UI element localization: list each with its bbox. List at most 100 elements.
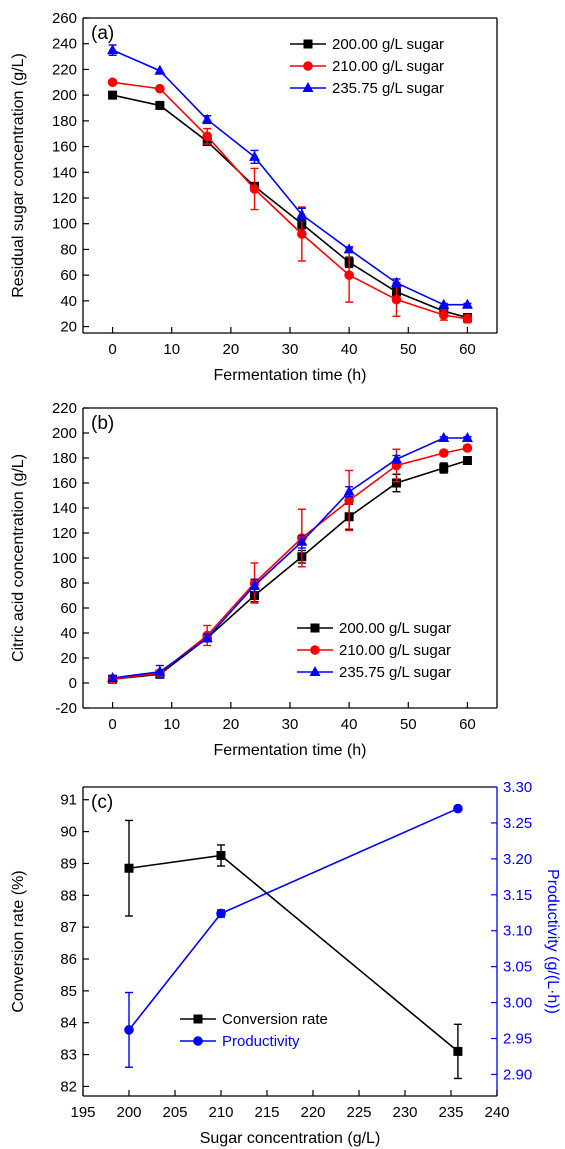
x-tick-label-a: 10 [163,341,180,358]
x-axis-label-b: Fermentation time (h) [214,742,367,759]
chart-panel-a: 0 10 20 30 40 50 60 20 40 60 80 100 120 140 160 180 200 2… [10,10,498,384]
x-tick-label-c: 200 [116,1104,141,1121]
data-point-b-2 [390,453,402,464]
y2-tick-label-c: 3.25 [503,815,532,832]
y2-tick-label-c: 3.10 [503,923,532,940]
data-point-a-1 [249,184,260,194]
x-tick-label-c: 195 [70,1104,95,1121]
legend-label-c-0: Conversion rate [222,1011,328,1028]
data-point-a-1 [438,310,449,320]
series-line-a-0 [112,94,468,319]
y2-tick-label-c: 3.15 [503,887,532,904]
x-tick-label-b: 20 [223,716,240,733]
data-point-a-1 [155,83,165,94]
legend-marker-a-2 [302,82,314,92]
x-tick-label-c: 210 [208,1104,233,1121]
legend-label-c-1: Productivity [222,1033,300,1050]
y-tick-label-a: 260 [52,10,77,27]
panel-label-b: (b) [91,413,114,434]
data-point-a-0 [108,90,118,100]
y-tick-label-b: 140 [52,500,77,517]
x-axis-label-c: Sugar concentration (g/L) [200,1130,381,1147]
y-tick-label-a: 80 [60,241,77,258]
y-tick-label-c: 82 [60,1078,77,1095]
legend-marker-a-0 [303,39,313,49]
x-tick-label-c: 215 [254,1104,279,1121]
chart-panel-c: 195 200 205 210 215 220 225 230 235 240 82 83 84 85 86… [10,779,561,1147]
chart-panel-b: 0 10 20 30 40 50 60 -20 0 20 40 60 80 100 120 140 160 180… [10,400,498,759]
series-a-2 [107,44,473,309]
y-tick-label-c: 87 [60,919,77,936]
data-point-b-2 [107,672,119,682]
data-point-a-1 [391,294,402,305]
y2-tick-label-c: 2.90 [503,1066,532,1083]
y-axis-label-c: Conversion rate (%) [10,870,27,1012]
legend-marker-c-1 [193,1036,203,1046]
x-tick-label-b: 50 [400,716,417,733]
x-tick-label-c: 235 [438,1104,463,1121]
data-point-c-1 [453,803,463,814]
legend-marker-b-1 [310,645,320,655]
y2-axis-label-c: Productivity (g/(L·h)) [544,869,561,1014]
x-tick-label-c: 240 [484,1104,509,1121]
data-point-a-2 [154,64,166,75]
panel-label-a: (a) [91,23,114,44]
y-tick-label-a: 40 [60,293,77,310]
legend-marker-a-1 [303,61,313,71]
series-c-1 [124,803,463,1068]
y-tick-label-b: 20 [60,650,77,667]
y-tick-label-c: 89 [60,855,77,872]
data-point-c-1 [216,908,226,919]
series-b-2 [107,432,473,682]
data-point-b-2 [343,485,355,496]
x-tick-label-a: 40 [341,341,358,358]
y-tick-label-a: 100 [52,216,77,233]
data-point-b-1 [438,448,449,458]
y-tick-label-a: 160 [52,139,77,156]
data-point-c-0 [216,850,226,860]
data-point-a-1 [297,229,307,239]
data-point-c-1 [124,1025,134,1035]
legend-marker-b-0 [310,623,320,633]
x-tick-label-a: 60 [459,341,476,358]
data-point-a-2 [390,276,402,287]
y-tick-label-c: 84 [60,1015,77,1032]
y2-tick-label-c: 3.30 [503,779,532,796]
data-point-a-0 [155,100,165,110]
series-line-c-1 [128,807,459,1031]
data-point-a-2 [438,298,450,309]
x-tick-label-b: 60 [459,716,476,733]
legend-c: Conversion rate Productivity [180,1011,328,1050]
x-tick-label-c: 230 [392,1104,417,1121]
y-tick-label-b: 160 [52,475,77,492]
data-point-b-0 [439,463,449,473]
data-point-a-1 [462,314,473,324]
data-point-a-2 [343,243,355,254]
legend-label-a-2: 235.75 g/L sugar [332,80,444,97]
y-tick-label-c: 88 [60,887,77,904]
y2-tick-label-c: 3.20 [503,851,532,868]
series-a-0 [108,90,472,323]
data-point-b-2 [438,432,450,442]
x-tick-label-b: 40 [341,716,358,733]
y-axis-label-b: Citric acid concentration (g/L) [10,454,27,662]
legend-label-a-1: 210.00 g/L sugar [332,58,444,75]
y-tick-label-b: 40 [60,625,77,642]
data-point-a-2 [107,44,119,55]
data-point-b-2 [249,579,261,590]
legend-label-b-0: 200.00 g/L sugar [339,620,451,637]
x-tick-label-b: 10 [163,716,180,733]
y-tick-label-a: 240 [52,36,77,53]
legend-marker-b-2 [309,666,321,676]
x-tick-label-c: 225 [346,1104,371,1121]
data-point-b-1 [344,495,354,506]
y-axis-label-a: Residual sugar concentration (g/L) [10,53,27,298]
data-point-b-1 [462,443,473,453]
data-point-a-1 [344,270,354,280]
data-point-b-0 [391,478,401,488]
y2-tick-label-c: 3.00 [503,995,532,1012]
y-tick-label-b: 220 [52,400,77,417]
y-tick-label-b: 200 [52,425,77,442]
x-axis-label-a: Fermentation time (h) [214,367,367,384]
